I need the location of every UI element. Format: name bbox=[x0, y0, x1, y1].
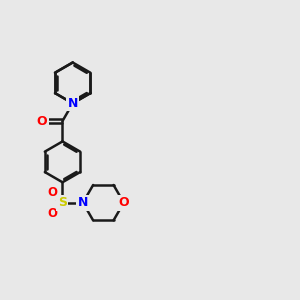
Text: O: O bbox=[47, 207, 57, 220]
Text: N: N bbox=[78, 196, 88, 209]
Text: O: O bbox=[37, 115, 47, 128]
Text: S: S bbox=[58, 196, 67, 209]
Text: N: N bbox=[68, 97, 78, 110]
Text: O: O bbox=[118, 196, 129, 209]
Text: O: O bbox=[47, 186, 57, 199]
